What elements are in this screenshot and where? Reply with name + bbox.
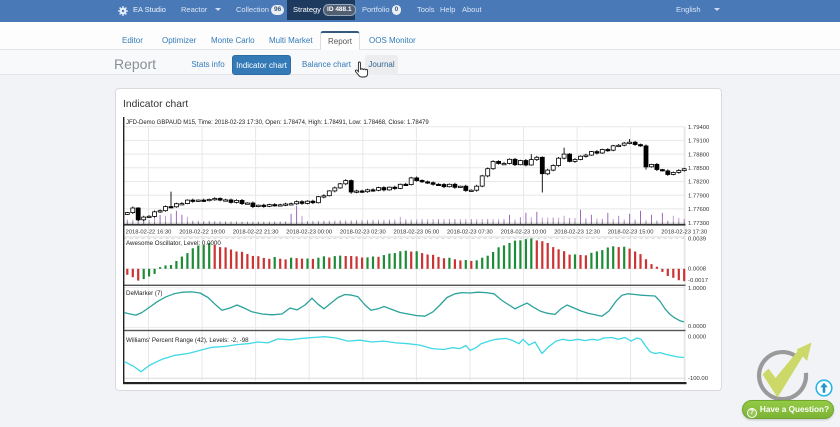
svg-text:2018-02-23 17:30: 2018-02-23 17:30	[661, 230, 707, 236]
svg-text:JFD-Demo GBPAUD M15, Time: 201: JFD-Demo GBPAUD M15, Time: 2018-02-23 17…	[126, 120, 429, 126]
svg-text:2018-02-23 12:30: 2018-02-23 12:30	[554, 230, 600, 236]
svg-text:0.0039: 0.0039	[688, 237, 706, 243]
svg-text:DeMarker (7): DeMarker (7)	[126, 290, 162, 297]
svg-text:-100.00: -100.00	[688, 376, 709, 382]
svg-text:Awesome Oscillator, Level: 0.0: Awesome Oscillator, Level: 0.0000	[126, 240, 221, 247]
svg-text:0.0000: 0.0000	[688, 324, 707, 330]
svg-text:1.79400: 1.79400	[688, 125, 710, 131]
svg-text:1.78200: 1.78200	[688, 180, 710, 186]
svg-text:0.0008: 0.0008	[688, 267, 707, 273]
svg-text:2018-02-23 05:00: 2018-02-23 05:00	[394, 230, 440, 236]
svg-text:1.0000: 1.0000	[688, 286, 707, 292]
svg-text:2018-02-23 00:00: 2018-02-23 00:00	[286, 230, 332, 236]
svg-text:0.0000: 0.0000	[688, 334, 707, 340]
svg-text:2018-02-23 02:30: 2018-02-23 02:30	[340, 230, 386, 236]
svg-text:Williams' Percent Range (42),: Williams' Percent Range (42), Levels: -2…	[126, 337, 249, 344]
svg-text:2018-02-22 21:30: 2018-02-22 21:30	[233, 230, 279, 236]
svg-text:2018-02-22 19:00: 2018-02-22 19:00	[179, 230, 225, 236]
svg-text:1.77900: 1.77900	[688, 193, 710, 199]
svg-text:1.77600: 1.77600	[688, 207, 710, 213]
svg-text:1.77300: 1.77300	[688, 221, 710, 227]
svg-text:2018-02-23 10:00: 2018-02-23 10:00	[501, 230, 547, 236]
svg-text:1.79100: 1.79100	[688, 139, 710, 145]
svg-text:1.78800: 1.78800	[688, 152, 710, 158]
svg-text:2018-02-22 16:30: 2018-02-22 16:30	[126, 230, 172, 236]
svg-text:1.78500: 1.78500	[688, 166, 710, 172]
svg-text:2018-02-23 07:30: 2018-02-23 07:30	[447, 230, 493, 236]
svg-text:2018-02-23 15:00: 2018-02-23 15:00	[608, 230, 654, 236]
svg-text:-0.0017: -0.0017	[688, 278, 708, 284]
